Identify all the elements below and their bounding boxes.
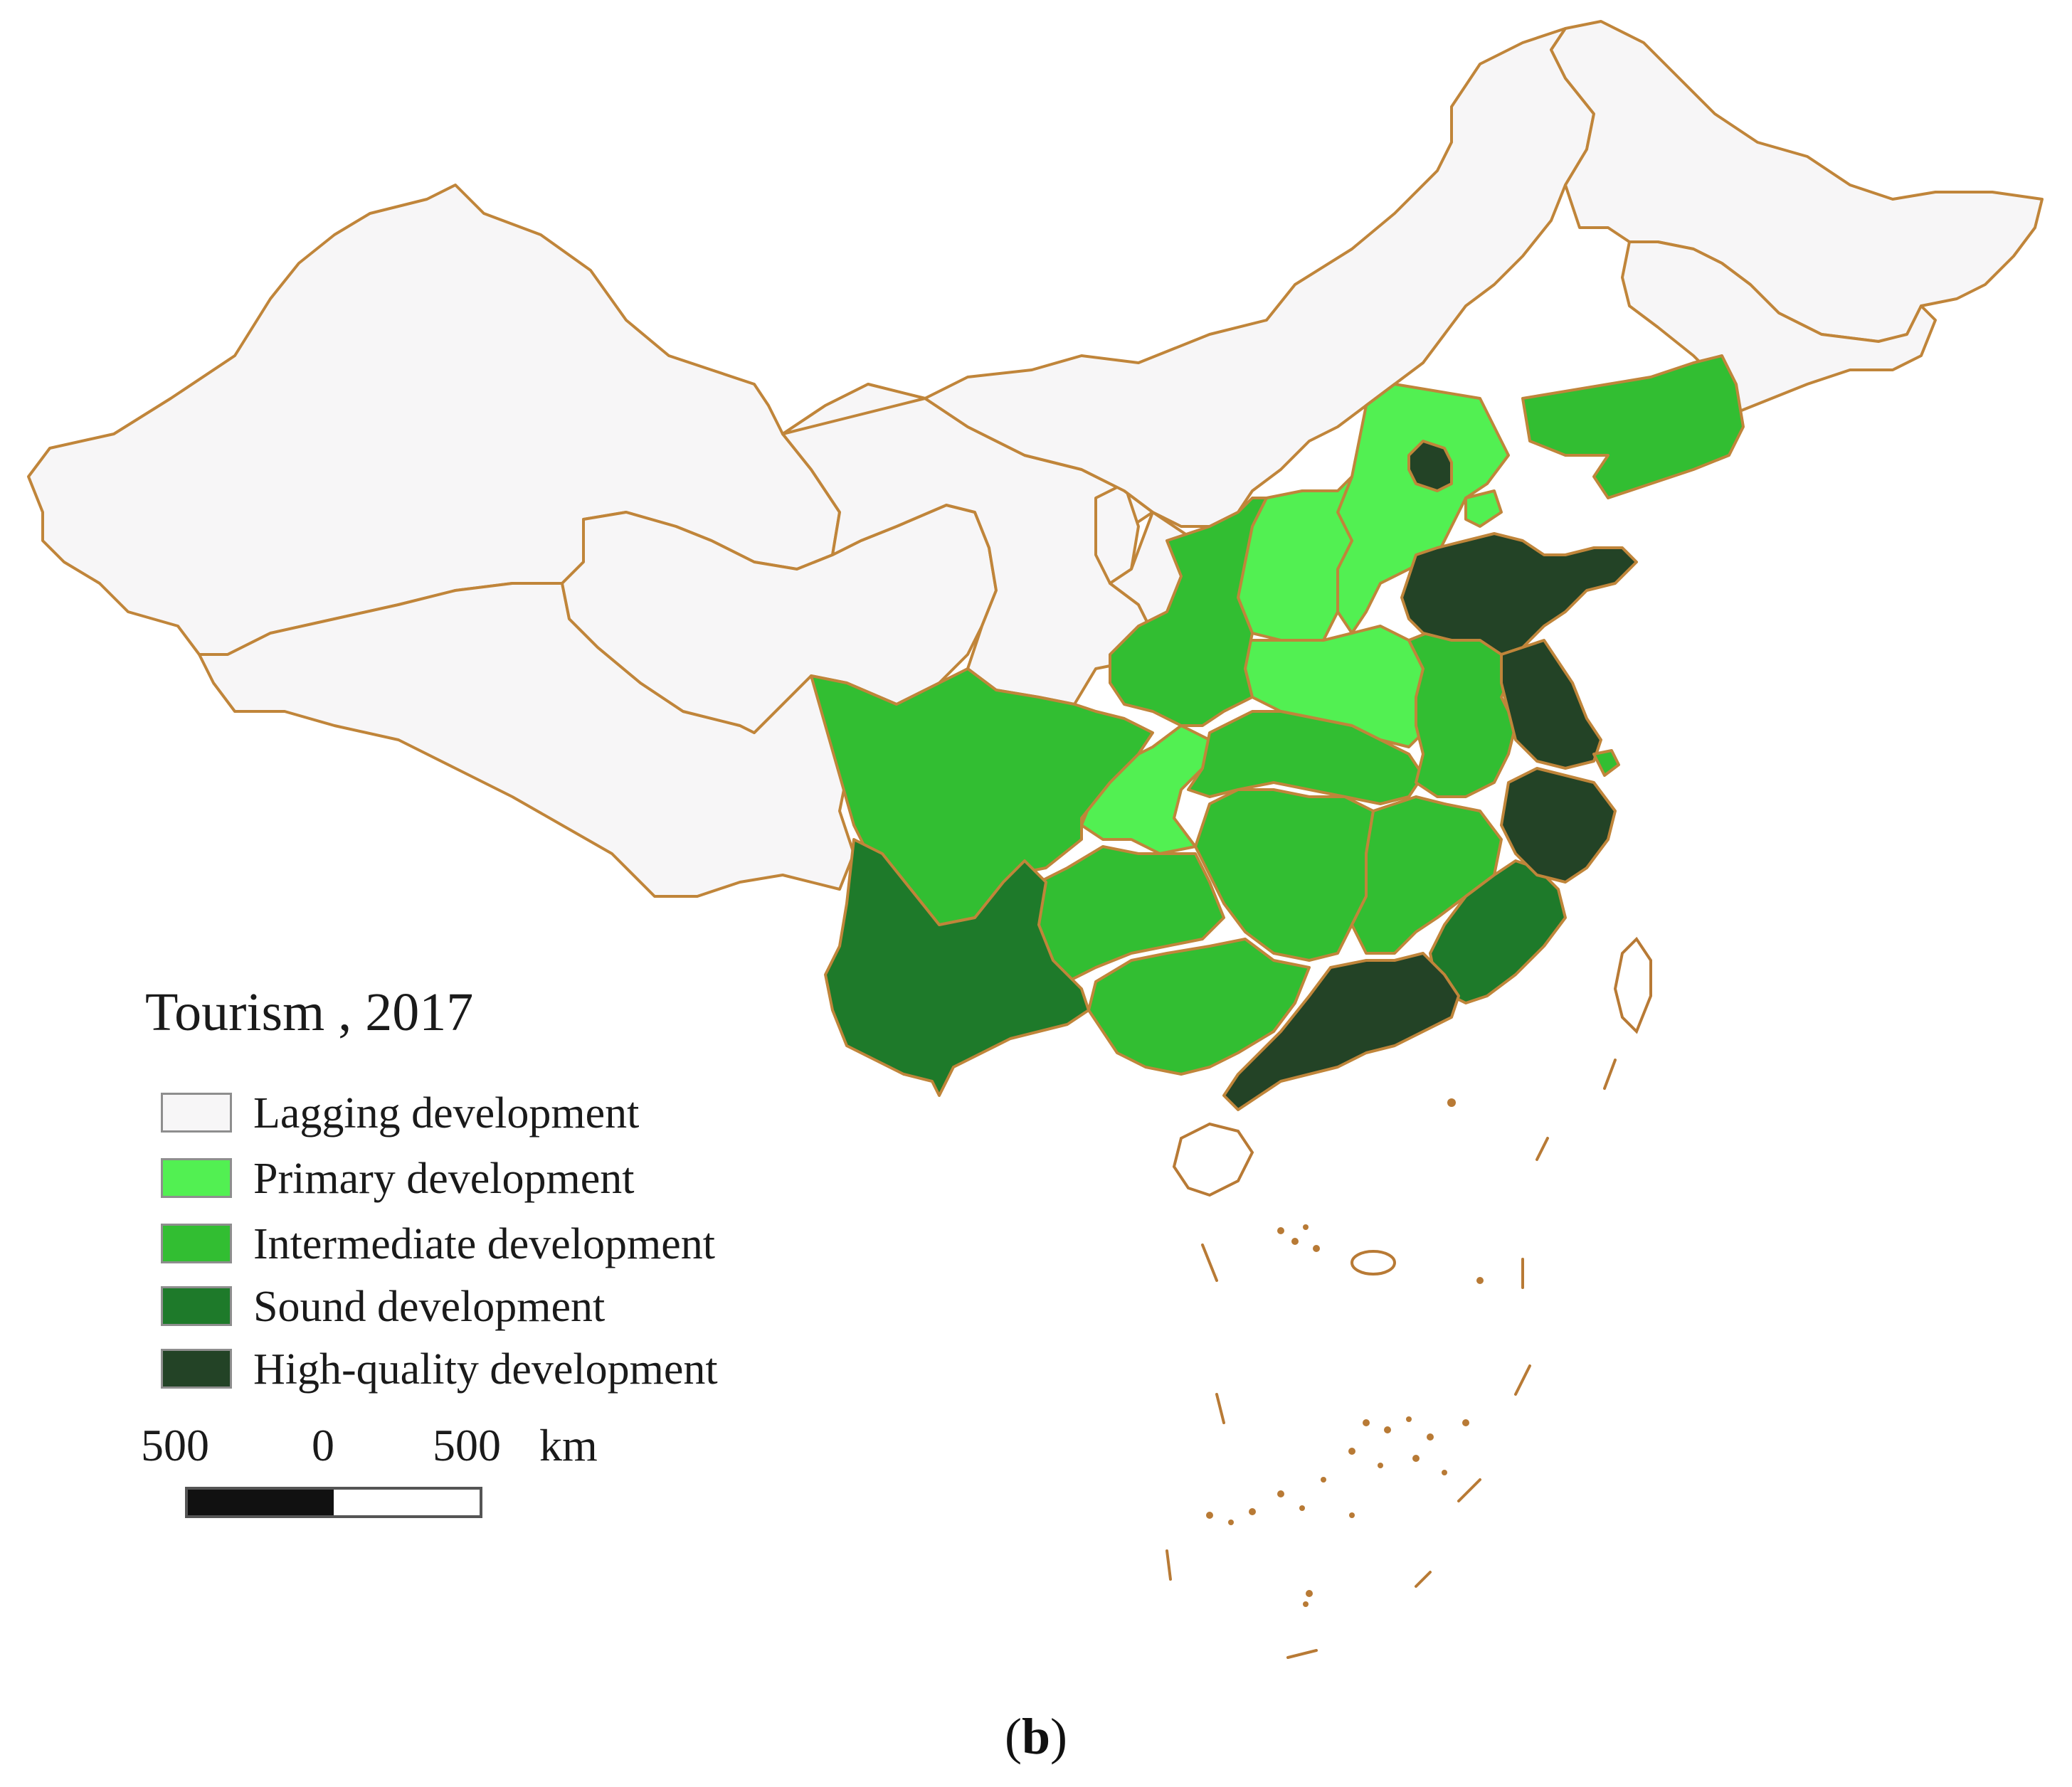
scale-label-center: 0 [312,1420,334,1470]
region-guangdong [1222,952,1460,1111]
scale-unit: km [539,1420,598,1470]
region-shaanxi [1109,497,1268,727]
island-taiwan [1613,936,1652,1034]
legend-label-primary: Primary development [253,1155,635,1203]
region-zhejiang [1500,767,1617,884]
region-shandong [1400,532,1638,656]
legend-label-high-quality: High-quality development [253,1345,718,1394]
region-hubei [1187,710,1424,805]
legend-swatch-sound [161,1286,232,1326]
region-chongqing [1080,724,1211,855]
legend-swatch-primary [161,1158,232,1198]
scale-bar [185,1487,482,1518]
legend-title: Tourism , 2017 [145,982,474,1042]
legend-label-intermediate: Intermediate development [253,1220,716,1268]
legend-label-sound: Sound development [253,1283,606,1331]
region-beijing [1407,440,1453,492]
region-yunnan [824,838,1090,1097]
scale-label-right: 500 [433,1420,501,1470]
region-jilin [1621,240,1937,414]
region-tianjin-strip [1464,489,1503,528]
scale-label-left: 500 [141,1420,209,1470]
legend-swatch-intermediate [161,1224,232,1263]
island-hainan [1172,1122,1254,1197]
legend-label-lagging: Lagging development [253,1089,640,1138]
region-shanghai [1592,749,1620,777]
figure-caption: (b) [0,1707,2072,1766]
region-fujian [1429,859,1567,1004]
caption-open-paren: ( [1004,1708,1022,1765]
region-jiangsu [1500,639,1602,770]
region-guangxi [1087,938,1311,1076]
legend-swatch-high-quality [161,1349,232,1389]
caption-close-paren: ) [1050,1708,1067,1765]
region-hunan [1194,788,1375,962]
region-jiangxi [1350,795,1503,955]
scs-islands [1166,1059,1617,1659]
legend-swatch-lagging [161,1093,232,1133]
caption-letter: b [1021,1708,1051,1765]
region-liaoning [1521,354,1745,499]
region-heilongjiang [1550,20,2044,343]
